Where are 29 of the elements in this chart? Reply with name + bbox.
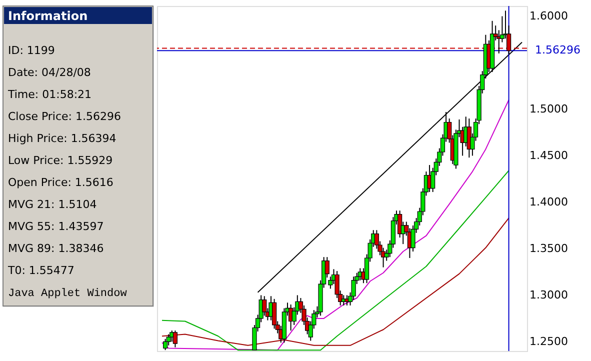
text: MVG 55: 1.43597 xyxy=(8,220,104,233)
text: T0: 1.55477 xyxy=(7,264,74,277)
text: Time: 01:58:21 xyxy=(7,88,92,101)
y-tick-label: 1.5000 xyxy=(530,102,568,116)
y-tick-label: 1.3000 xyxy=(530,288,568,302)
text: MVG 21: 1.5104 xyxy=(8,198,97,211)
line-series xyxy=(162,170,510,351)
candlestick xyxy=(262,296,267,316)
y-tick-label: 1.4000 xyxy=(530,196,568,209)
text: MVG 89: 1.38346 xyxy=(8,242,104,255)
text: Close Price: 1.56296 xyxy=(8,110,121,123)
y-tick-label: 1.4500 xyxy=(530,149,568,162)
y-tick-label: 1.3500 xyxy=(530,242,568,256)
ref-line-label: 1.56296 xyxy=(535,44,580,57)
text: Information xyxy=(8,9,88,23)
text: High Price: 1.56394 xyxy=(8,132,116,145)
text: Open Price: 1.5616 xyxy=(8,176,114,189)
text: Date: 04/28/08 xyxy=(8,66,91,79)
candlestick xyxy=(166,334,171,346)
line-series xyxy=(162,99,510,351)
text: ID: 1199 xyxy=(8,44,55,57)
line-series xyxy=(162,218,510,346)
text: Low Price: 1.55929 xyxy=(8,154,113,167)
text: Java Applet Window xyxy=(8,288,128,300)
y-tick-label: 1.6000 xyxy=(530,10,568,23)
candlestick xyxy=(272,298,277,330)
candlestick xyxy=(163,338,168,351)
candlestick xyxy=(172,330,178,348)
y-tick-label: 1.2500 xyxy=(530,335,568,348)
